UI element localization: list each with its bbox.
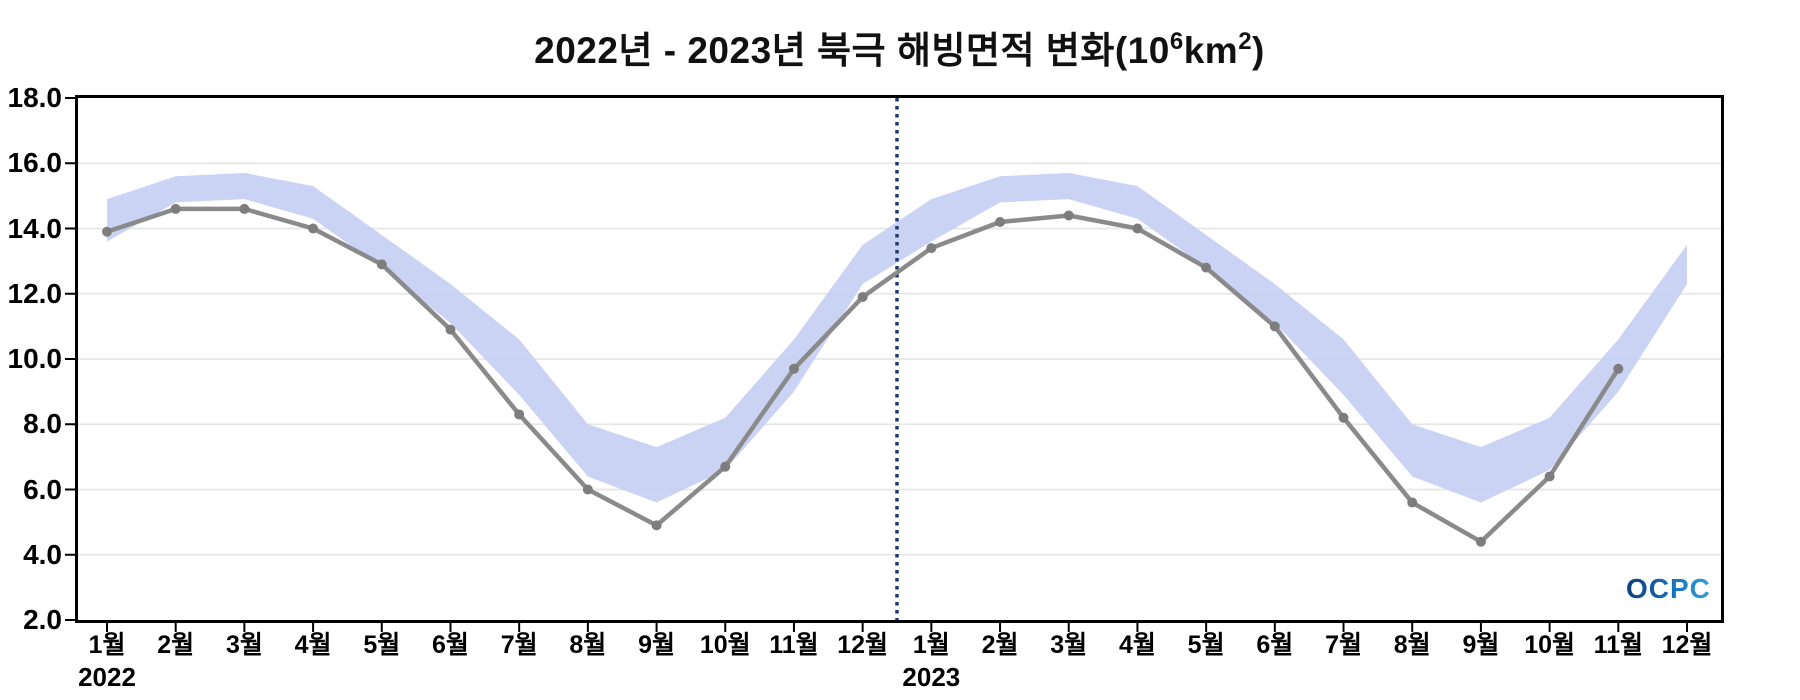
data-point-marker — [1407, 497, 1418, 508]
chart-svg — [65, 97, 1721, 632]
x-tick-label: 8월 — [1393, 631, 1431, 659]
x-tick-label: 1월 — [88, 631, 126, 659]
data-point-marker — [1613, 363, 1624, 374]
x-tick-label: 9월 — [638, 631, 676, 659]
chart-title-text: 2022년 - 2023년 북극 해빙면적 변화(10 — [534, 30, 1170, 71]
data-point-marker — [1475, 536, 1486, 547]
x-tick-label: 11월 — [769, 631, 819, 659]
data-point-marker — [995, 216, 1006, 227]
data-point-marker — [514, 409, 525, 420]
data-point-marker — [788, 363, 799, 374]
y-tick-label: 12.0 — [7, 277, 63, 309]
x-tick-label: 7월 — [1325, 631, 1362, 659]
y-tick-label: 18.0 — [7, 82, 63, 113]
x-tick-label: 6월 — [432, 631, 469, 659]
x-tick-label: 12월 — [837, 631, 889, 659]
chart-title: 2022년 - 2023년 북극 해빙면적 변화(106km2) — [78, 20, 1721, 74]
plot-area — [65, 95, 1724, 632]
x-tick-label: 4월 — [1118, 631, 1156, 659]
x-tick-label: 12월 — [1661, 631, 1713, 659]
ocpc-logo: OCPC — [1626, 573, 1711, 604]
data-point-marker — [720, 461, 731, 472]
x-tick-label: 5월 — [363, 631, 401, 659]
data-point-marker — [926, 243, 937, 254]
x-tick-label: 10월 — [1524, 631, 1575, 659]
x-tick-label: 3월 — [1050, 631, 1088, 659]
y-tick-label: 10.0 — [7, 343, 63, 374]
data-point-marker — [1201, 262, 1212, 273]
y-tick-label: 4.0 — [23, 538, 62, 570]
x-tick-label: 10월 — [699, 631, 751, 659]
year-label: 2022 — [78, 662, 136, 692]
data-point-marker — [102, 226, 112, 237]
x-tick-label: 1월 — [912, 631, 950, 659]
data-point-marker — [239, 203, 250, 214]
x-tick-label: 7월 — [500, 631, 538, 659]
data-point-marker — [857, 292, 868, 303]
data-point-marker — [1269, 321, 1280, 332]
x-tick-label: 2월 — [981, 631, 1019, 659]
y-tick-label: 14.0 — [7, 212, 63, 244]
x-tick-label: 5월 — [1187, 631, 1225, 659]
data-point-marker — [582, 484, 593, 495]
x-tick-label: 6월 — [1256, 631, 1294, 659]
y-tick-label: 16.0 — [7, 147, 63, 179]
chart-title-unit-exponent: 2 — [1238, 28, 1253, 55]
climatology-band — [107, 173, 1687, 503]
data-point-marker — [1132, 223, 1143, 234]
data-point-marker — [651, 520, 662, 531]
chart-title-exponent: 6 — [1169, 28, 1184, 55]
chart-title-suffix: ) — [1252, 30, 1265, 71]
data-point-marker — [170, 203, 181, 214]
chart-title-unit: km — [1183, 30, 1239, 71]
y-tick-label: 6.0 — [23, 473, 62, 505]
data-point-marker — [376, 259, 387, 270]
x-tick-label: 11월 — [1593, 631, 1644, 659]
x-tick-label: 4월 — [294, 631, 332, 659]
x-tick-label: 9월 — [1462, 631, 1500, 659]
x-tick-label: 3월 — [225, 631, 263, 659]
x-tick-label: 8월 — [569, 631, 607, 659]
data-point-marker — [308, 223, 319, 234]
y-tick-label: 8.0 — [23, 408, 62, 440]
data-point-marker — [1544, 471, 1555, 482]
year-label: 2023 — [902, 662, 961, 692]
data-point-marker — [1063, 210, 1074, 221]
data-point-marker — [1338, 412, 1349, 423]
data-point-marker — [445, 324, 456, 335]
y-tick-label: 2.0 — [23, 604, 62, 635]
x-tick-label: 2월 — [157, 631, 195, 659]
